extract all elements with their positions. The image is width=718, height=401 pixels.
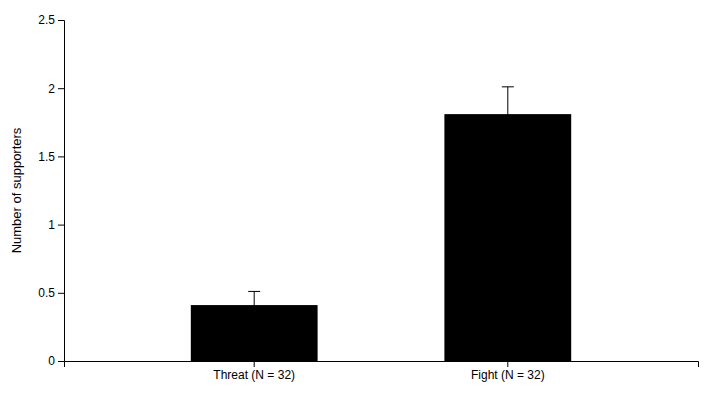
y-tick-label: 2.5 [38, 13, 55, 27]
y-tick-mark [58, 88, 64, 89]
y-tick-mark [58, 225, 64, 226]
error-bar [248, 291, 260, 318]
chart: 0 0.5 1 1.5 2 2.5 Threat (N = 32) Fight (N = 32… [0, 0, 718, 401]
error-bar-stem [254, 291, 255, 318]
error-bar-cap [502, 141, 514, 142]
y-tick-label: 0 [48, 354, 55, 368]
y-tick-mark [58, 361, 64, 362]
plot: 0 0.5 1 1.5 2 2.5 Threat (N = 32) Fight (N = 32… [38, 13, 698, 381]
y-tick: 2 [48, 82, 64, 96]
y-tick: 0 [48, 354, 64, 368]
error-bar-cap [248, 291, 260, 292]
y-tick-mark [58, 293, 64, 294]
error-bar-stem [507, 87, 508, 142]
y-tick: 0.5 [38, 286, 64, 300]
x-tick-label: Threat (N = 32) [213, 368, 295, 382]
y-tick-label: 0.5 [38, 286, 55, 300]
error-bar [502, 87, 514, 142]
y-axis-title: Number of supporters [9, 127, 24, 253]
x-tick-mark [254, 361, 255, 367]
y-tick: 2.5 [38, 13, 64, 27]
x-tick-mark [507, 361, 508, 367]
y-tick-label: 1 [48, 218, 55, 232]
x-tick-label: Fight (N = 32) [471, 368, 545, 382]
x-axis-line [65, 362, 699, 368]
marks [191, 87, 571, 361]
x-tick: Fight (N = 32) [471, 361, 545, 382]
y-tick: 1.5 [38, 150, 64, 164]
x-axis: Threat (N = 32) Fight (N = 32) [65, 361, 699, 382]
y-axis: 0 0.5 1 1.5 2 2.5 [38, 13, 64, 368]
y-tick-mark [58, 20, 64, 21]
y-tick: 1 [48, 218, 64, 232]
y-tick-mark [58, 156, 64, 157]
y-tick-label: 1.5 [38, 150, 55, 164]
x-tick: Threat (N = 32) [213, 361, 295, 382]
error-bar-cap [248, 318, 260, 319]
y-tick-label: 2 [48, 82, 55, 96]
bar [444, 114, 571, 361]
error-bar-cap [502, 86, 514, 87]
y-axis-line [58, 21, 65, 362]
